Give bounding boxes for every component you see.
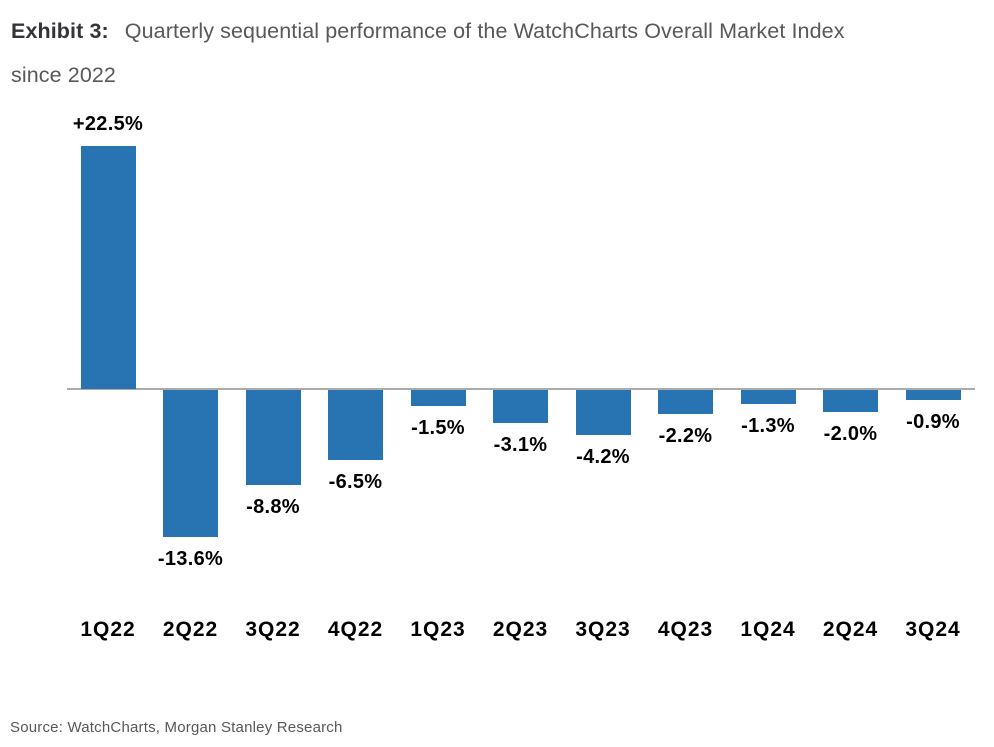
exhibit-number-label: Exhibit 3: <box>11 19 109 43</box>
bar-value-label: -2.0% <box>823 422 878 445</box>
bar <box>410 390 466 407</box>
bar-category-label: 4Q22 <box>327 618 384 641</box>
bar-value-label: -0.9% <box>906 410 960 433</box>
bar-value-label: -8.8% <box>246 496 300 519</box>
exhibit-title-line1: Quarterly sequential performance of the … <box>124 19 845 43</box>
bar <box>740 390 796 405</box>
bar-category-label: 2Q24 <box>822 618 879 641</box>
bar-value-label: -2.2% <box>658 424 713 447</box>
bar <box>905 390 961 400</box>
bar <box>823 390 878 412</box>
bar-value-label: -1.5% <box>411 417 465 440</box>
bar-value-label: +22.5% <box>72 113 144 135</box>
bar-category-label: 4Q23 <box>657 618 714 641</box>
bar-category-label: 1Q22 <box>80 618 136 641</box>
exhibit-title-line2: since 2022 <box>11 63 116 87</box>
bar <box>245 390 301 486</box>
bar-value-label: -13.6% <box>157 547 224 570</box>
bar-category-label: 1Q23 <box>410 618 466 641</box>
bar-value-label: -4.2% <box>576 446 630 469</box>
exhibit-title: Exhibit 3: Quarterly sequential performan… <box>11 9 971 97</box>
bar <box>163 390 218 537</box>
bar <box>658 390 713 414</box>
bar-category-label: 3Q23 <box>575 618 631 641</box>
bar-category-label: 3Q24 <box>905 618 961 641</box>
bar-value-label: -6.5% <box>328 471 383 494</box>
bar <box>80 146 136 389</box>
bar-chart: +22.5% 1Q22 -13.6% 2Q22 -8.8% 3Q22 -6.5%… <box>67 100 975 660</box>
bar-category-label: 2Q23 <box>492 618 549 641</box>
bar-value-label: -3.1% <box>493 434 548 457</box>
bar-value-label: -1.3% <box>741 415 795 438</box>
source-note: Source: WatchCharts, Morgan Stanley Rese… <box>10 719 343 736</box>
zero-axis-line <box>67 388 975 390</box>
bar-category-label: 3Q22 <box>245 618 301 641</box>
bar-category-label: 1Q24 <box>740 618 796 641</box>
bar <box>575 390 631 436</box>
bar <box>328 390 383 461</box>
bar-category-label: 2Q22 <box>162 618 219 641</box>
bar <box>493 390 548 424</box>
